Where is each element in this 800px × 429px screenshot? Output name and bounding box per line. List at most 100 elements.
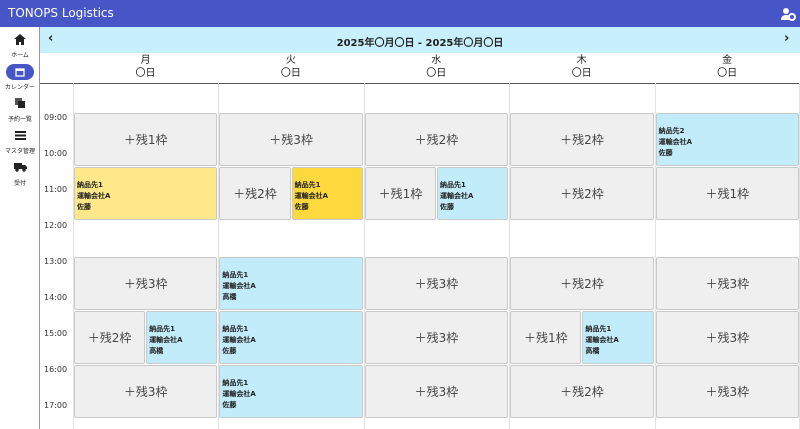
time-label: 14:00 [44,293,68,302]
next-arrow[interactable]: › [784,31,790,46]
booking-line: 運輸会社A [294,192,329,200]
column-line [218,83,220,429]
nav-label[interactable]: 予約一覧 [7,116,32,123]
booking-line: 佐藤 [222,401,237,409]
booking-line: 佐藤 [77,203,91,211]
open-slot[interactable]: ＋残3枠 [74,257,218,310]
time-label: 16:00 [44,365,68,374]
booking[interactable]: 納品先1 運輸会社A 佐藤 [219,311,363,364]
nav-label[interactable]: マスタ管理 [4,148,35,155]
open-slot[interactable]: ＋残1枠 [364,167,436,220]
truck-icon[interactable] [14,163,27,172]
master-icon[interactable] [15,131,26,140]
booking-line: 高橋 [585,347,600,355]
time-label: 11:00 [44,185,68,194]
date: 〇日 [426,68,447,79]
open-slot[interactable]: ＋残3枠 [655,257,799,310]
booking-line: 佐藤 [294,203,309,211]
home-icon[interactable] [14,34,26,45]
list-icon[interactable] [15,98,26,109]
booking-line: 運輸会社A [222,390,256,398]
booking[interactable]: 納品先1 運輸会社A 高橋 [582,311,654,364]
weekday: 月 [140,55,151,66]
weekday: 木 [576,55,587,66]
booking-line: 高橋 [222,293,237,301]
open-slot[interactable]: ＋残3枠 [219,113,363,166]
open-slot[interactable]: ＋残2枠 [510,257,654,310]
booking-line: 納品先1 [149,325,176,333]
open-slot[interactable]: ＋残3枠 [655,365,799,418]
time-label: 10:00 [44,149,68,158]
open-slot[interactable]: ＋残3枠 [364,257,509,310]
booking-line: 納品先1 [585,325,612,333]
open-slot[interactable]: ＋残3枠 [655,311,799,364]
time-label: 13:00 [44,257,68,266]
open-slot[interactable]: ＋残2枠 [510,113,654,166]
booking[interactable]: 納品先1 運輸会社A 佐藤 [74,167,218,220]
column-line [509,83,511,429]
open-slot[interactable]: ＋残3枠 [74,365,218,418]
sidebar: ホーム カレンダー 予約一覧 マスタ管理 受付 [0,27,40,429]
date-nav: ‹ 2025年〇月〇日 - 2025年〇月〇日 › [40,27,800,53]
booking-line: 納品先2 [658,127,685,135]
booking-line: 運輸会社A [222,282,256,290]
account-settings-icon[interactable] [780,6,796,22]
booking-line: 運輸会社A [440,192,474,200]
weekday: 水 [431,55,442,66]
time-label: 12:00 [44,221,68,230]
booking-line: 納品先1 [77,181,103,189]
prev-arrow[interactable]: ‹ [48,31,54,46]
open-slot[interactable]: ＋残1枠 [74,113,218,166]
booking[interactable]: 納品先1 運輸会社A 佐藤 [219,365,363,418]
open-slot[interactable]: ＋残3枠 [364,311,509,364]
booking-line: 佐藤 [440,203,454,211]
weekday: 金 [722,55,733,66]
column-line [363,83,365,429]
booking-line: 運輸会社A [222,336,256,344]
booking[interactable]: 納品先1 運輸会社A 佐藤 [291,167,363,220]
booking-line: 運輸会社A [149,336,183,344]
booking-line: 納品先1 [222,271,249,279]
booking-line: 運輸会社A [658,138,693,146]
open-slot[interactable]: ＋残2枠 [219,167,291,220]
nav-label[interactable]: カレンダー [4,84,35,91]
booking-line: 納品先1 [222,325,249,333]
booking[interactable]: 納品先1 運輸会社A 高橋 [146,311,218,364]
date-range: 2025年〇月〇日 - 2025年〇月〇日 [336,38,504,49]
date: 〇日 [135,68,156,79]
weekday: 火 [285,55,296,66]
booking-line: 納品先1 [222,379,249,387]
open-slot[interactable]: ＋残2枠 [364,113,509,166]
booking-line: 納品先1 [440,181,466,189]
booking[interactable]: 納品先1 運輸会社A 高橋 [219,257,363,310]
booking-line: 高橋 [149,347,164,355]
nav-label[interactable]: ホーム [11,52,29,59]
date: 〇日 [571,68,592,79]
booking-line: 運輸会社A [585,336,619,344]
open-slot[interactable]: ＋残2枠 [510,167,654,220]
column-line [73,83,74,429]
nav-label[interactable]: 受付 [13,180,26,187]
open-slot[interactable]: ＋残2枠 [74,311,146,364]
open-slot[interactable]: ＋残2枠 [510,365,654,418]
booking[interactable]: 納品先2 運輸会社A 佐藤 [655,113,799,166]
column-line [654,83,656,429]
booking[interactable]: 納品先1 運輸会社A 佐藤 [437,167,509,220]
open-slot[interactable]: ＋残3枠 [364,365,509,418]
time-label: 15:00 [44,329,68,338]
open-slot[interactable]: ＋残1枠 [510,311,582,364]
header-divider [40,83,800,84]
open-slot[interactable]: ＋残1枠 [655,167,799,220]
app-title: TONOPS Logistics [8,6,114,20]
time-label: 17:00 [44,401,68,410]
booking-line: 運輸会社A [77,192,111,200]
date: 〇日 [717,68,738,79]
booking-line: 佐藤 [222,347,237,355]
active-pill[interactable] [6,64,34,80]
date: 〇日 [280,68,301,79]
booking-line: 納品先1 [294,181,321,189]
booking-line: 佐藤 [658,149,673,157]
time-label: 09:00 [44,113,68,122]
app-bar: TONOPS Logistics [0,0,800,27]
